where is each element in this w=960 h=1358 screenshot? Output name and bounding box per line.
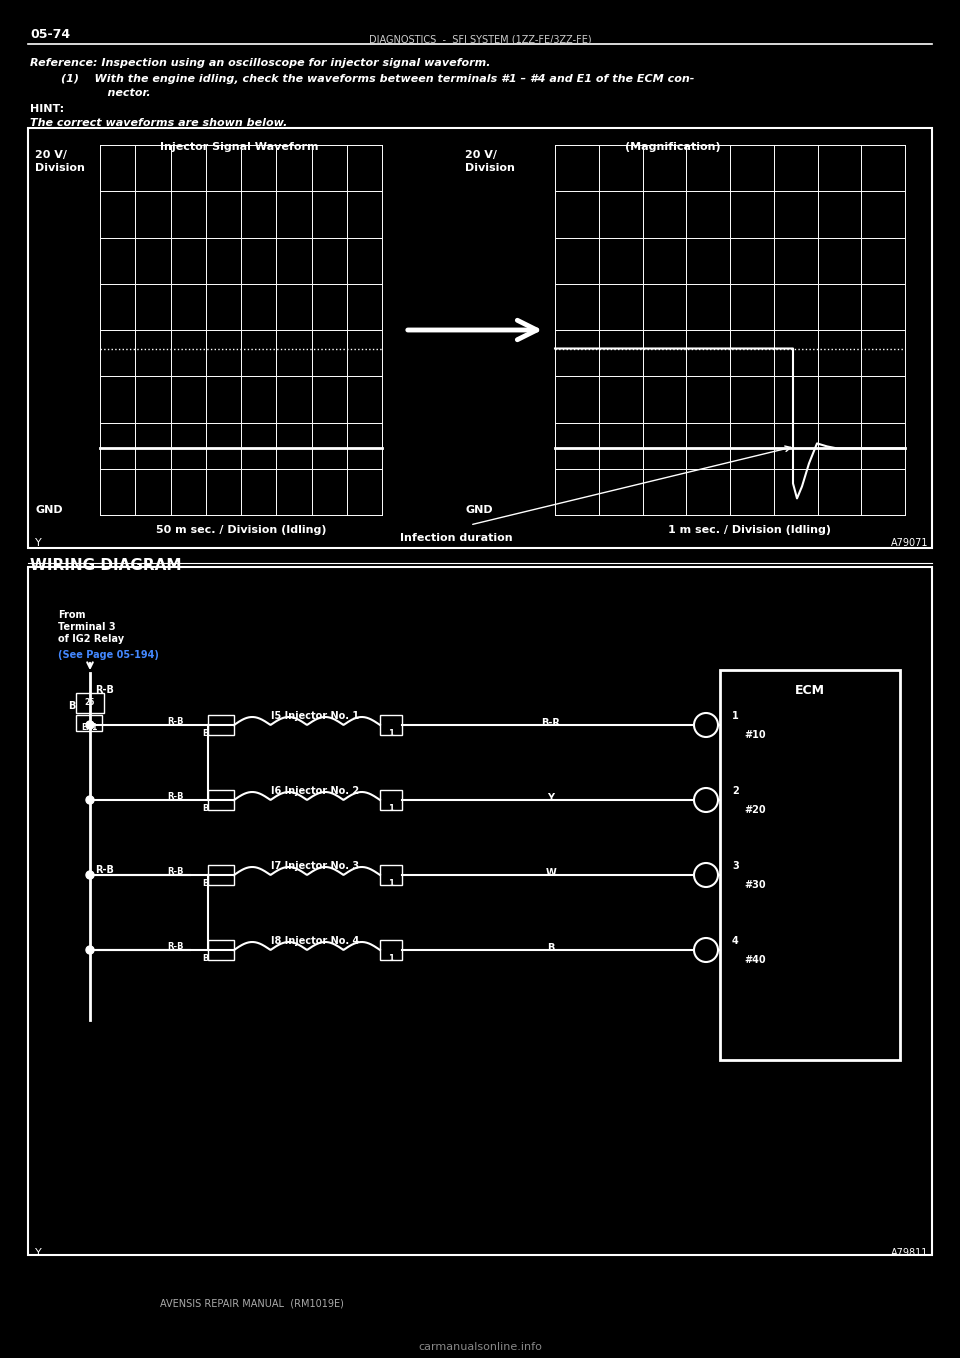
Circle shape [694,862,718,887]
Text: R-B: R-B [167,942,183,951]
Text: #10: #10 [744,731,766,740]
Circle shape [86,947,94,955]
Text: nector.: nector. [30,88,151,98]
Text: I6 Injector No. 2: I6 Injector No. 2 [271,786,359,796]
Circle shape [86,870,94,879]
Text: carmanualsonline.info: carmanualsonline.info [418,1342,542,1353]
Text: I5 Injector No. 1: I5 Injector No. 1 [271,712,359,721]
Text: GND: GND [465,505,492,515]
Text: WIRING DIAGRAM: WIRING DIAGRAM [30,558,181,573]
Text: (Magnification): (Magnification) [625,143,721,152]
Text: B: B [202,729,208,737]
Text: 20 V/: 20 V/ [465,149,497,160]
Bar [76,693,104,713]
Text: Y: Y [35,538,41,549]
Text: 1: 1 [388,955,394,963]
Circle shape [694,713,718,737]
Circle shape [694,938,718,961]
Text: R-B: R-B [167,866,183,876]
Text: 1: 1 [388,729,394,737]
Text: of IG2 Relay: of IG2 Relay [58,634,124,644]
Text: #30: #30 [744,880,766,889]
Text: K1: K1 [701,805,711,811]
Text: B: B [68,701,76,712]
Text: #40: #40 [744,955,766,966]
Text: AVENSIS REPAIR MANUAL  (RM1019E): AVENSIS REPAIR MANUAL (RM1019E) [160,1298,344,1308]
Text: 1: 1 [388,804,394,813]
Text: R-B: R-B [167,717,183,727]
Text: ECM: ECM [795,684,825,697]
Text: The correct waveforms are shown below.: The correct waveforms are shown below. [30,118,287,128]
Text: 25: 25 [84,698,95,708]
Text: K1: K1 [701,731,711,736]
Text: I7 Injector No. 3: I7 Injector No. 3 [271,861,359,870]
Bar [380,865,402,885]
Text: 05-74: 05-74 [30,29,70,41]
Text: B: B [202,804,208,813]
Text: B-R: B-R [541,718,561,728]
Circle shape [86,796,94,804]
Text: 1: 1 [388,879,394,888]
Text: R-B: R-B [167,792,183,801]
Text: 1: 1 [732,712,739,721]
Text: 2: 2 [732,786,739,796]
Text: A79811: A79811 [891,1248,928,1258]
Circle shape [694,788,718,812]
Text: Infection duration: Infection duration [400,532,513,543]
Text: W: W [545,868,557,879]
Text: #20: #20 [744,805,766,815]
Text: (1)    With the engine idling, check the waveforms between terminals #1 – #4 and: (1) With the engine idling, check the wa… [30,73,694,84]
Text: HINT:: HINT: [30,105,64,114]
Text: B: B [547,942,555,953]
Text: Injector Signal Waveform: Injector Signal Waveform [160,143,319,152]
Text: DIAGNOSTICS  -  SFI SYSTEM (1ZZ-FE/3ZZ-FE): DIAGNOSTICS - SFI SYSTEM (1ZZ-FE/3ZZ-FE) [369,34,591,43]
Bar [28,568,932,1255]
Text: 20 V/: 20 V/ [35,149,67,160]
Bar [208,790,234,809]
Text: (See Page 05-194): (See Page 05-194) [58,650,158,660]
Text: Division: Division [465,163,515,172]
Text: B: B [202,955,208,963]
Text: R-B: R-B [95,865,114,875]
Bar [208,940,234,960]
Bar [380,940,402,960]
Text: Reference: Inspection using an oscilloscope for injector signal waveform.: Reference: Inspection using an oscillosc… [30,58,491,68]
Text: Division: Division [35,163,84,172]
Text: A79071: A79071 [891,538,928,549]
Text: EA1: EA1 [81,722,97,732]
Bar [208,716,234,735]
Text: K1: K1 [701,880,711,885]
Text: Terminal 3: Terminal 3 [58,622,115,631]
Text: R-B: R-B [95,684,114,695]
Text: 4: 4 [732,936,739,947]
Text: 1 m sec. / Division (Idling): 1 m sec. / Division (Idling) [668,526,831,535]
Bar [28,128,932,549]
Text: 3: 3 [732,861,739,870]
Bar [380,716,402,735]
Bar [208,865,234,885]
Bar [720,669,900,1061]
Text: B: B [202,879,208,888]
Text: Y: Y [547,793,555,803]
Circle shape [86,721,94,729]
Text: From: From [58,610,85,621]
Text: 50 m sec. / Division (Idling): 50 m sec. / Division (Idling) [156,526,326,535]
Bar [380,790,402,809]
Bar [76,716,102,731]
Text: Y: Y [35,1248,41,1258]
Text: GND: GND [35,505,62,515]
Text: K1: K1 [701,955,711,961]
Text: I8 Injector No. 4: I8 Injector No. 4 [271,936,359,947]
